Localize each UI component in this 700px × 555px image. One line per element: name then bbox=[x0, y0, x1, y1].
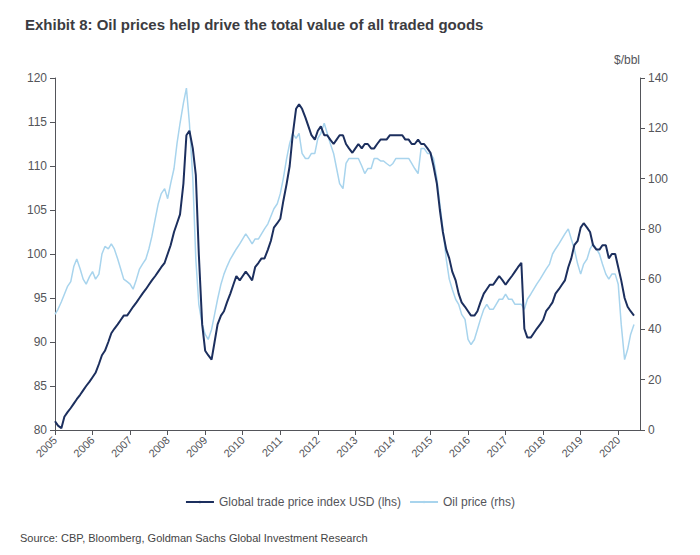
svg-text:105: 105 bbox=[27, 203, 47, 217]
svg-text:2011: 2011 bbox=[259, 434, 284, 459]
svg-text:2006: 2006 bbox=[71, 434, 97, 460]
svg-text:100: 100 bbox=[27, 247, 47, 261]
svg-text:0: 0 bbox=[648, 423, 655, 437]
svg-text:20: 20 bbox=[648, 373, 662, 387]
svg-text:95: 95 bbox=[34, 291, 48, 305]
svg-text:2020: 2020 bbox=[597, 434, 623, 460]
svg-text:80: 80 bbox=[648, 222, 662, 236]
svg-text:2017: 2017 bbox=[484, 434, 510, 460]
svg-text:2005: 2005 bbox=[33, 434, 59, 460]
svg-text:90: 90 bbox=[34, 335, 48, 349]
svg-text:2009: 2009 bbox=[184, 434, 210, 460]
svg-text:140: 140 bbox=[648, 71, 668, 85]
svg-text:120: 120 bbox=[648, 121, 668, 135]
svg-text:2014: 2014 bbox=[371, 434, 397, 460]
svg-text:2010: 2010 bbox=[221, 434, 247, 460]
svg-text:115: 115 bbox=[28, 115, 47, 129]
svg-text:Source: CBP, Bloomberg, Goldma: Source: CBP, Bloomberg, Goldman Sachs Gl… bbox=[20, 532, 368, 544]
svg-text:Global trade price index USD (: Global trade price index USD (lhs) bbox=[219, 495, 401, 509]
svg-text:2018: 2018 bbox=[522, 434, 548, 460]
svg-text:2015: 2015 bbox=[409, 434, 435, 460]
svg-text:2016: 2016 bbox=[447, 434, 473, 460]
svg-text:40: 40 bbox=[648, 322, 662, 336]
svg-text:$/bbl: $/bbl bbox=[614, 53, 640, 67]
svg-text:85: 85 bbox=[34, 379, 48, 393]
svg-text:2013: 2013 bbox=[334, 434, 360, 460]
svg-text:Oil price (rhs): Oil price (rhs) bbox=[443, 495, 515, 509]
svg-text:Exhibit 8: Oil prices help dri: Exhibit 8: Oil prices help drive the tot… bbox=[25, 16, 483, 33]
svg-text:100: 100 bbox=[648, 172, 668, 186]
svg-text:80: 80 bbox=[34, 423, 48, 437]
svg-text:60: 60 bbox=[648, 272, 662, 286]
svg-text:110: 110 bbox=[28, 159, 47, 173]
svg-text:2007: 2007 bbox=[109, 434, 135, 460]
svg-text:2008: 2008 bbox=[146, 434, 172, 460]
svg-text:120: 120 bbox=[27, 71, 47, 85]
svg-text:2012: 2012 bbox=[296, 434, 322, 460]
svg-text:2019: 2019 bbox=[559, 434, 585, 460]
